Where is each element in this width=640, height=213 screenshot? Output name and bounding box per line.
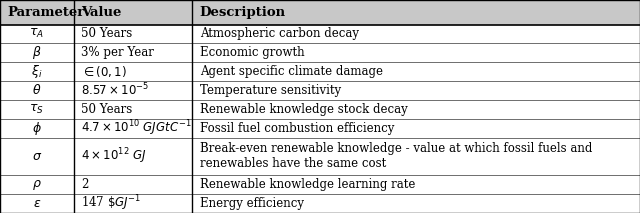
- Text: Atmospheric carbon decay: Atmospheric carbon decay: [200, 27, 358, 40]
- Text: Economic growth: Economic growth: [200, 46, 304, 59]
- Text: 147 $\$GJ^{-1}$: 147 $\$GJ^{-1}$: [81, 194, 141, 213]
- Text: $\xi_i$: $\xi_i$: [31, 63, 42, 80]
- Text: renewables have the same cost: renewables have the same cost: [200, 157, 386, 170]
- Text: 50 Years: 50 Years: [81, 27, 132, 40]
- Text: $\rho$: $\rho$: [32, 178, 42, 192]
- Text: 2: 2: [81, 178, 89, 191]
- Text: $\sigma$: $\sigma$: [32, 150, 42, 163]
- Text: Parameter: Parameter: [8, 6, 85, 19]
- Text: 3% per Year: 3% per Year: [81, 46, 154, 59]
- Text: $\beta$: $\beta$: [32, 44, 42, 61]
- Text: Temperature sensitivity: Temperature sensitivity: [200, 84, 341, 97]
- Text: 50 Years: 50 Years: [81, 103, 132, 116]
- Text: $\epsilon$: $\epsilon$: [33, 197, 41, 210]
- Text: $\tau_S$: $\tau_S$: [29, 103, 44, 116]
- Text: Renewable knowledge stock decay: Renewable knowledge stock decay: [200, 103, 408, 116]
- Text: Break-even renewable knowledge - value at which fossil fuels and: Break-even renewable knowledge - value a…: [200, 142, 592, 155]
- Text: Fossil fuel combustion efficiency: Fossil fuel combustion efficiency: [200, 122, 394, 135]
- Text: $4.7 \times 10^{10}$ $GJGtC^{-1}$: $4.7 \times 10^{10}$ $GJGtC^{-1}$: [81, 118, 192, 138]
- Text: $\in (0, 1)$: $\in (0, 1)$: [81, 64, 127, 79]
- Text: $\theta$: $\theta$: [32, 83, 42, 98]
- Text: Agent specific climate damage: Agent specific climate damage: [200, 65, 383, 78]
- Text: Description: Description: [200, 6, 286, 19]
- Text: $\tau_A$: $\tau_A$: [29, 27, 44, 40]
- Text: $\phi$: $\phi$: [32, 120, 42, 137]
- Text: $4 \times 10^{12}$ $GJ$: $4 \times 10^{12}$ $GJ$: [81, 147, 147, 166]
- Text: $8.57 \times 10^{-5}$: $8.57 \times 10^{-5}$: [81, 82, 150, 99]
- Bar: [0, 0, 640, 24]
- Text: Renewable knowledge learning rate: Renewable knowledge learning rate: [200, 178, 415, 191]
- Text: Energy efficiency: Energy efficiency: [200, 197, 304, 210]
- Text: Value: Value: [81, 6, 122, 19]
